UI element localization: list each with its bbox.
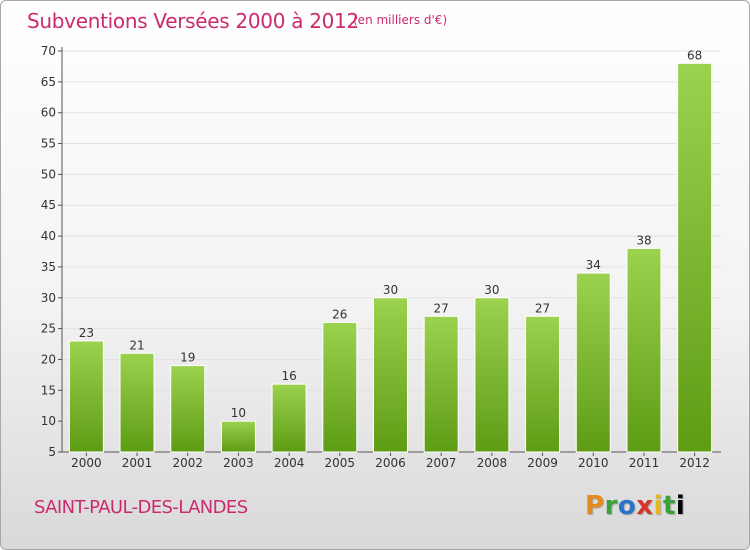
y-tick-label: 70 [41, 44, 56, 58]
commune-name: SAINT-PAUL-DES-LANDES [34, 497, 248, 518]
bar-value-label: 27 [535, 301, 550, 315]
bar-value-label: 27 [434, 301, 449, 315]
bar [119, 352, 155, 453]
logo-letter: i [653, 491, 663, 521]
x-tick-label: 2006 [375, 456, 406, 470]
bar-value-label: 23 [79, 326, 94, 340]
bar-value-label: 26 [332, 307, 347, 321]
bar [423, 315, 459, 453]
bar [525, 315, 561, 453]
y-tick-label: 35 [41, 260, 56, 274]
y-tick-label: 5 [48, 445, 56, 459]
x-tick-label: 2010 [578, 456, 609, 470]
bar [271, 383, 307, 453]
logo-letter: t [662, 491, 676, 521]
bar-value-label: 19 [180, 351, 195, 365]
logo-letter: x [636, 491, 654, 521]
y-tick-label: 55 [41, 137, 56, 151]
bar [626, 247, 662, 453]
y-tick-label: 50 [41, 167, 56, 181]
bar-value-label: 68 [687, 48, 702, 62]
bar-value-label: 30 [383, 283, 398, 297]
x-tick-label: 2000 [71, 456, 102, 470]
logo-letter: r [604, 491, 618, 521]
logo-letter: o [617, 491, 637, 521]
bar [677, 62, 713, 453]
y-tick-label: 30 [41, 291, 56, 305]
logo-letter: P [585, 491, 605, 521]
bar-value-label: 38 [636, 233, 651, 247]
axes: 5 10 15 20 25 30 35 40 45 50 55 60 65 70 [41, 44, 721, 459]
bar [474, 297, 510, 453]
x-tick-label: 2009 [527, 456, 558, 470]
y-tick-label: 25 [41, 322, 56, 336]
y-tick-label: 45 [41, 198, 56, 212]
x-tick-label: 2012 [679, 456, 710, 470]
x-tick-label: 2003 [223, 456, 254, 470]
x-tick-label: 2004 [274, 456, 305, 470]
bar-value-label: 10 [231, 406, 246, 420]
logo-letter: i [675, 491, 686, 521]
bar-value-label: 34 [586, 258, 601, 272]
y-tick-label: 10 [41, 414, 56, 428]
x-tick-label: 2007 [426, 456, 457, 470]
x-tick-label: 2001 [122, 456, 153, 470]
bar-value-label: 21 [129, 338, 144, 352]
proxiti-logo[interactable]: Proxiti [585, 491, 685, 521]
y-tick-label: 60 [41, 106, 56, 120]
labels: 23 2000 21 2001 19 2002 10 2003 16 2004 26 2005 30 20… [71, 48, 710, 470]
x-tick-label: 2002 [172, 456, 203, 470]
bar [68, 340, 104, 453]
y-tick-label: 20 [41, 352, 56, 366]
bar [170, 365, 206, 453]
bar-value-label: 16 [281, 369, 296, 383]
bar [322, 321, 358, 453]
y-tick-label: 65 [41, 75, 56, 89]
chart-title: Subventions Versées 2000 à 2012 [27, 9, 359, 33]
x-tick-label: 2011 [629, 456, 660, 470]
bars [68, 62, 713, 453]
bar [575, 272, 611, 453]
x-tick-label: 2008 [477, 456, 508, 470]
chart-subtitle: (en milliers d'€) [353, 13, 448, 27]
y-tick-label: 40 [41, 229, 56, 243]
bar-value-label: 30 [484, 283, 499, 297]
bar [220, 420, 256, 453]
y-tick-label: 15 [41, 383, 56, 397]
x-tick-label: 2005 [325, 456, 356, 470]
bar [373, 297, 408, 453]
